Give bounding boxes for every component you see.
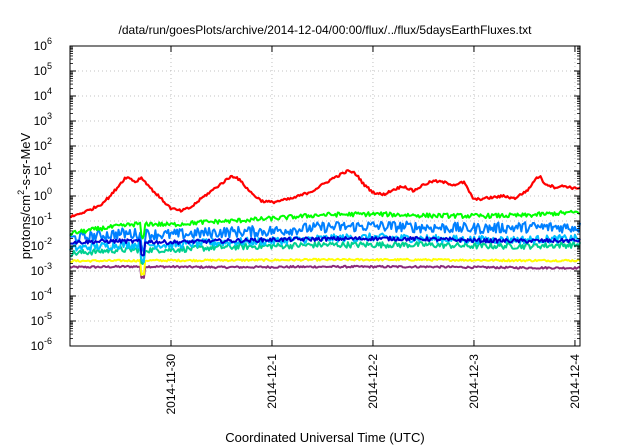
series-line	[69, 209, 581, 240]
y-tick-label-base: 10	[34, 114, 48, 128]
y-tick-label-exponent: -4	[44, 286, 52, 296]
y-tick-label: 106	[34, 36, 52, 53]
y-tick-label-base: 10	[31, 314, 45, 328]
y-tick-label-exponent: 2	[47, 136, 52, 146]
y-tick-label-base: 10	[31, 264, 45, 278]
series-layer	[69, 169, 581, 279]
x-tick-label: 2014-11-30	[164, 354, 178, 415]
chart-title: /data/run/goesPlots/archive/2014-12-04/0…	[119, 23, 533, 37]
y-tick-label-base: 10	[31, 214, 45, 228]
y-tick-label: 10-1	[31, 211, 52, 228]
x-tick-label: 2014-12-1	[265, 354, 279, 409]
y-tick-label-exponent: 0	[47, 186, 52, 196]
y-tick-label-base: 10	[31, 289, 45, 303]
y-tick-label-base: 10	[34, 89, 48, 103]
series-line	[69, 235, 581, 257]
series-line	[69, 220, 581, 254]
y-tick-label-exponent: 1	[47, 161, 52, 171]
series-line	[69, 264, 581, 279]
x-axis-label: Coordinated Universal Time (UTC)	[225, 430, 424, 445]
y-tick-label-base: 10	[34, 64, 48, 78]
y-tick-label: 10-3	[31, 261, 52, 278]
y-axis-label-main: protons/cm	[18, 195, 33, 259]
y-tick-label-base: 10	[34, 164, 48, 178]
tick-layer	[70, 45, 580, 347]
y-tick-label-exponent: 5	[47, 61, 52, 71]
y-tick-label-exponent: 4	[47, 86, 52, 96]
y-tick-label: 104	[34, 86, 52, 103]
x-tick-label: 2014-12-2	[366, 354, 380, 409]
y-tick-label: 101	[34, 161, 52, 178]
y-tick-label-base: 10	[31, 239, 45, 253]
y-tick-label: 103	[34, 111, 52, 128]
y-tick-label-exponent: -1	[44, 211, 52, 221]
y-tick-label-base: 10	[34, 189, 48, 203]
y-tick-label-exponent: 6	[47, 36, 52, 46]
y-tick-label-exponent: -5	[44, 311, 52, 321]
y-tick-label: 10-4	[31, 286, 52, 303]
y-tick-label-base: 10	[34, 39, 48, 53]
x-tick-label: 2014-12-3	[467, 354, 481, 409]
y-tick-label-base: 10	[34, 139, 48, 153]
y-tick-label-exponent: -6	[44, 336, 52, 346]
y-tick-label-base: 10	[31, 339, 45, 353]
series-line	[69, 257, 581, 276]
y-tick-label: 10-6	[31, 336, 52, 353]
y-tick-label: 10-2	[31, 236, 52, 253]
y-tick-label-exponent: -3	[44, 261, 52, 271]
series-line	[69, 169, 581, 219]
y-axis-label-sup: 2	[16, 190, 26, 195]
y-axis-label-rest: -s-sr-MeV	[18, 132, 33, 189]
y-tick-label: 105	[34, 61, 52, 78]
y-tick-label-exponent: -2	[44, 236, 52, 246]
y-tick-label: 102	[34, 136, 52, 153]
label-layer: 10-610-510-410-310-210-11001011021031041…	[31, 36, 582, 415]
y-tick-label: 10-5	[31, 311, 52, 328]
x-tick-label: 2014-12-4	[568, 354, 582, 409]
y-tick-label: 100	[34, 186, 52, 203]
y-axis-label: protons/cm2-s-sr-MeV	[16, 132, 33, 259]
y-tick-label-exponent: 3	[47, 111, 52, 121]
